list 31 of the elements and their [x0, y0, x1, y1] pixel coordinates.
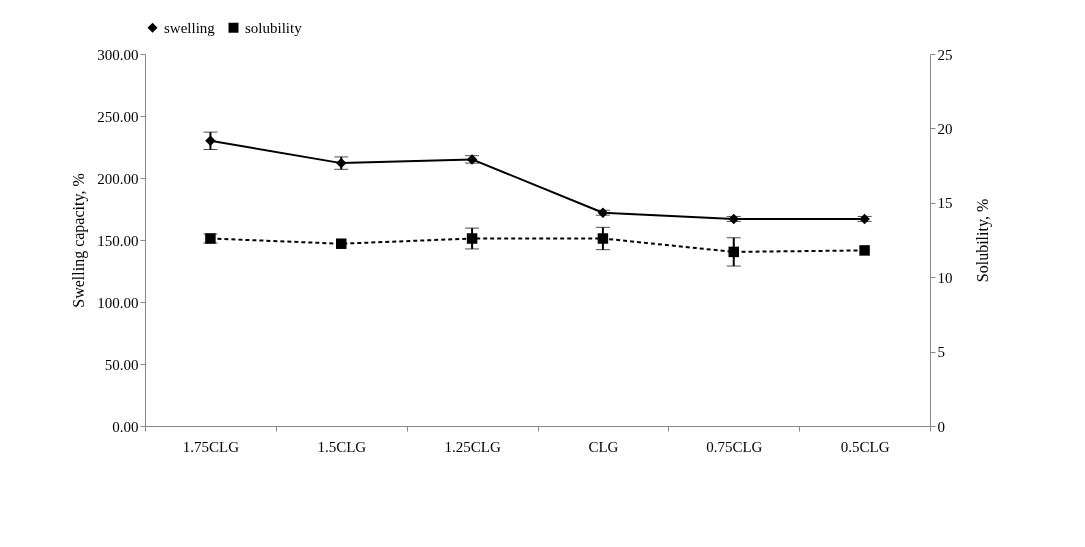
y2-tick-label: 25 [937, 46, 953, 63]
y-tick-label: 0.00 [112, 418, 139, 435]
y-axis-title: Swelling capacity, % [70, 173, 89, 308]
y-tick-label: 100.00 [97, 294, 139, 311]
y2-axis-title: Solubility, % [973, 198, 992, 283]
point [728, 246, 739, 258]
x-tick-label: CLG [588, 438, 619, 455]
y2-tick-label: 15 [937, 195, 953, 212]
point [466, 233, 478, 244]
y-tick-label: 50.00 [104, 356, 139, 373]
legend-label: swelling [164, 19, 216, 36]
y-tick-label: 200.00 [97, 170, 139, 187]
x-tick-label: 1.5CLG [317, 438, 367, 455]
point [597, 233, 609, 244]
x-tick-label: 1.25CLG [444, 438, 501, 455]
point [859, 245, 870, 256]
y-tick-label: 300.00 [97, 46, 139, 63]
point [205, 135, 216, 147]
x-tick-label: 1.75CLG [182, 438, 240, 455]
x-tick-label: 0.5CLG [840, 438, 890, 455]
y2-tick-label: 5 [937, 344, 945, 361]
y2-tick-label: 10 [937, 269, 953, 286]
x-tick-label: 0.75CLG [706, 438, 763, 455]
point [728, 213, 739, 225]
y-tick-label: 250.00 [97, 108, 139, 125]
y2-tick-label: 20 [937, 120, 953, 137]
point [859, 213, 870, 225]
legend-label: solubility [245, 19, 303, 36]
point [336, 238, 347, 249]
y-tick-label: 150.00 [97, 232, 139, 249]
y2-tick-label: 0 [937, 418, 945, 435]
